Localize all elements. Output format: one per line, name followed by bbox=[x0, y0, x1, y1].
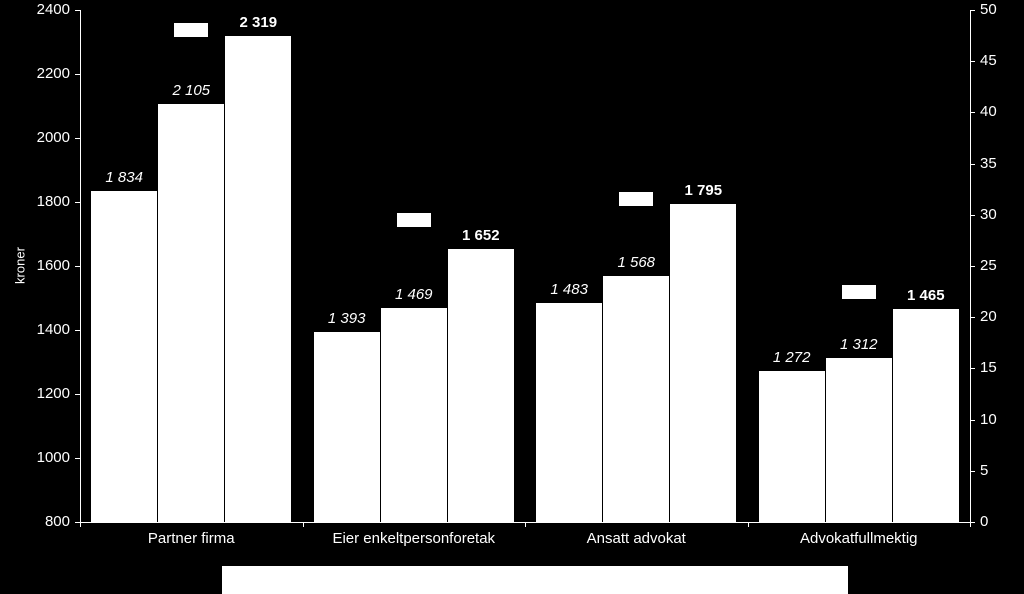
y-right-tick: 5 bbox=[980, 462, 988, 479]
bar bbox=[448, 249, 514, 522]
x-tick-mark bbox=[970, 522, 971, 527]
bar bbox=[225, 36, 291, 522]
y-right-tick: 40 bbox=[980, 103, 997, 120]
bar-value-label: 1 312 bbox=[829, 336, 889, 353]
y-left-tick-mark bbox=[75, 330, 80, 331]
y-left-tick: 800 bbox=[0, 513, 70, 530]
y-left-tick: 1000 bbox=[0, 449, 70, 466]
y-left-tick: 1800 bbox=[0, 193, 70, 210]
y-right-tick: 35 bbox=[980, 155, 997, 172]
y-right-tick-mark bbox=[970, 164, 975, 165]
y-left-tick: 2200 bbox=[0, 65, 70, 82]
bar bbox=[314, 332, 380, 522]
series-marker bbox=[619, 192, 653, 206]
legend-strip bbox=[222, 566, 848, 594]
bar-value-label: 1 465 bbox=[896, 287, 956, 304]
x-tick-mark bbox=[303, 522, 304, 527]
bar bbox=[603, 276, 669, 522]
y-left-tick-mark bbox=[75, 74, 80, 75]
y-left-tick: 1200 bbox=[0, 385, 70, 402]
bar bbox=[893, 309, 959, 522]
bar bbox=[158, 104, 224, 522]
y-left-tick-mark bbox=[75, 138, 80, 139]
bar bbox=[91, 191, 157, 522]
y-right-tick-mark bbox=[970, 112, 975, 113]
y-left-tick-mark bbox=[75, 394, 80, 395]
y-left-tick: 2400 bbox=[0, 1, 70, 18]
y-right-tick: 45 bbox=[980, 52, 997, 69]
bar bbox=[759, 371, 825, 522]
bar-value-label: 1 483 bbox=[539, 281, 599, 298]
bar-value-label: 1 272 bbox=[762, 349, 822, 366]
x-category-label: Ansatt advokat bbox=[525, 530, 748, 547]
series-marker bbox=[174, 23, 208, 37]
bar-value-label: 1 469 bbox=[384, 286, 444, 303]
y-right-tick: 25 bbox=[980, 257, 997, 274]
x-category-label: Eier enkeltpersonforetak bbox=[303, 530, 526, 547]
y-left-axis-line bbox=[80, 10, 81, 522]
bar-value-label: 2 105 bbox=[161, 82, 221, 99]
y-left-tick: 1600 bbox=[0, 257, 70, 274]
x-category-label: Partner firma bbox=[80, 530, 303, 547]
y-right-tick: 50 bbox=[980, 1, 997, 18]
y-left-axis-title: kroner bbox=[13, 236, 28, 296]
y-right-tick-mark bbox=[970, 61, 975, 62]
y-right-tick: 0 bbox=[980, 513, 988, 530]
y-right-tick: 15 bbox=[980, 359, 997, 376]
bar bbox=[536, 303, 602, 522]
y-right-tick-mark bbox=[970, 471, 975, 472]
y-left-tick-mark bbox=[75, 10, 80, 11]
bar-value-label: 1 393 bbox=[317, 310, 377, 327]
bar bbox=[381, 308, 447, 522]
series-marker bbox=[842, 285, 876, 299]
y-right-tick-mark bbox=[970, 266, 975, 267]
y-left-tick-mark bbox=[75, 458, 80, 459]
y-right-tick: 30 bbox=[980, 206, 997, 223]
y-right-tick-mark bbox=[970, 368, 975, 369]
bar bbox=[670, 204, 736, 522]
x-tick-mark bbox=[525, 522, 526, 527]
y-left-tick-mark bbox=[75, 266, 80, 267]
y-right-tick: 10 bbox=[980, 411, 997, 428]
y-right-tick: 20 bbox=[980, 308, 997, 325]
y-right-tick-mark bbox=[970, 420, 975, 421]
bar-value-label: 1 568 bbox=[606, 254, 666, 271]
y-left-tick-mark bbox=[75, 202, 80, 203]
y-left-tick: 2000 bbox=[0, 129, 70, 146]
x-category-label: Advokatfullmektig bbox=[748, 530, 971, 547]
series-marker bbox=[397, 213, 431, 227]
bar-value-label: 1 795 bbox=[673, 182, 733, 199]
bar-value-label: 1 652 bbox=[451, 227, 511, 244]
y-left-tick: 1400 bbox=[0, 321, 70, 338]
x-tick-mark bbox=[80, 522, 81, 527]
bar-chart: 800 1000 1200 1400 1600 1800 2000 2200 2400 0 5 10 1… bbox=[0, 0, 1024, 594]
y-right-tick-mark bbox=[970, 317, 975, 318]
bar-value-label: 2 319 bbox=[228, 14, 288, 31]
x-tick-mark bbox=[748, 522, 749, 527]
y-right-tick-mark bbox=[970, 215, 975, 216]
bar-value-label: 1 834 bbox=[94, 169, 154, 186]
y-right-tick-mark bbox=[970, 10, 975, 11]
bar bbox=[826, 358, 892, 522]
